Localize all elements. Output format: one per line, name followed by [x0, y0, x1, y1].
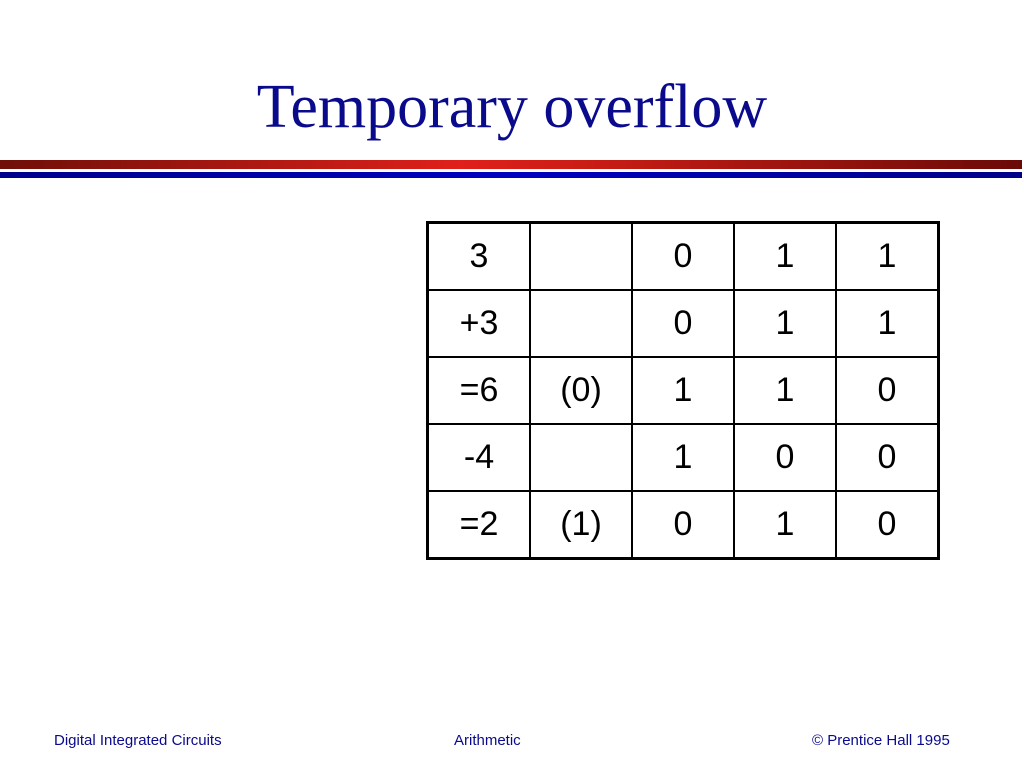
- table-cell: [529, 289, 633, 358]
- table-row: +3 0 1 1: [426, 289, 940, 358]
- blue-divider: [0, 172, 1022, 178]
- table-cell: 0: [835, 356, 940, 425]
- footer-topic: Arithmetic: [454, 732, 521, 749]
- table-row: =2 (1) 0 1 0: [426, 490, 940, 560]
- table-cell: 0: [631, 221, 735, 291]
- red-divider: [0, 160, 1022, 169]
- table-row: =6 (0) 1 1 0: [426, 356, 940, 425]
- table-cell: 1: [631, 423, 735, 492]
- table-cell: 1: [733, 289, 837, 358]
- table-cell: (1): [529, 490, 633, 560]
- slide-title: Temporary overflow: [256, 73, 768, 141]
- table-cell: 1: [631, 356, 735, 425]
- table-cell: 0: [733, 423, 837, 492]
- table-cell: 0: [631, 289, 735, 358]
- table-cell: 1: [835, 221, 940, 291]
- table-cell: -4: [426, 423, 531, 492]
- table-cell: 3: [426, 221, 531, 291]
- table-cell: 0: [835, 490, 940, 560]
- table-cell: 0: [835, 423, 940, 492]
- footer-copyright: © Prentice Hall 1995: [812, 732, 950, 749]
- table-cell: =2: [426, 490, 531, 560]
- table-cell: 1: [733, 490, 837, 560]
- table-cell: (0): [529, 356, 633, 425]
- table-cell: [529, 221, 633, 291]
- table-cell: 1: [733, 221, 837, 291]
- table-cell: =6: [426, 356, 531, 425]
- table-cell: +3: [426, 289, 531, 358]
- table-cell: 1: [733, 356, 837, 425]
- binary-addition-table: 3 0 1 1 +3 0 1 1 =6 (0) 1 1 0 -4 1 0 0 =2 (1) 0 1 0: [426, 221, 940, 560]
- table-cell: [529, 423, 633, 492]
- table-row: -4 1 0 0: [426, 423, 940, 492]
- footer-course: Digital Integrated Circuits: [54, 732, 222, 749]
- table-cell: 0: [631, 490, 735, 560]
- table-cell: 1: [835, 289, 940, 358]
